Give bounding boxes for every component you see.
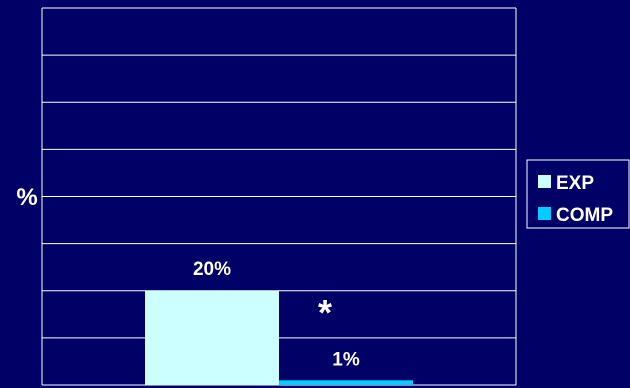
data-labels: 20% 1% bbox=[193, 259, 360, 371]
legend-swatch-exp bbox=[538, 175, 551, 188]
legend-swatch-comp bbox=[538, 207, 551, 220]
y-axis-label: % bbox=[16, 184, 37, 211]
data-label-exp: 20% bbox=[193, 259, 231, 280]
bars bbox=[145, 290, 413, 385]
legend-label-comp: COMP bbox=[556, 205, 613, 226]
data-label-comp: 1% bbox=[332, 349, 360, 370]
legend: EXP COMP bbox=[526, 159, 630, 229]
legend-box bbox=[526, 159, 630, 229]
bar-comp bbox=[279, 380, 413, 385]
legend-label-exp: EXP bbox=[556, 173, 594, 194]
gridlines bbox=[41, 7, 517, 386]
significance-annotation: * bbox=[318, 292, 332, 333]
bar-exp bbox=[145, 290, 279, 385]
